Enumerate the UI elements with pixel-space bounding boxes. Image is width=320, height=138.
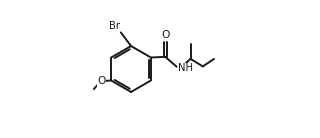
Text: NH: NH: [178, 63, 193, 73]
Text: O: O: [161, 30, 170, 40]
Text: Br: Br: [109, 21, 120, 31]
Text: O: O: [97, 76, 106, 86]
